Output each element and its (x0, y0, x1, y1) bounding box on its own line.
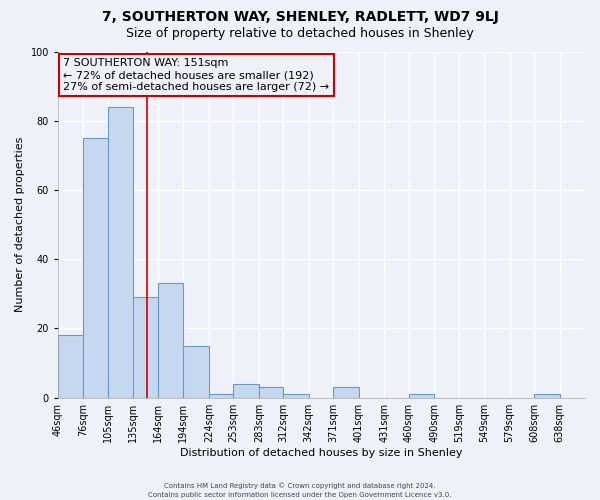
Bar (83, 138, 108, 398)
Bar (233, 384, 259, 398)
Text: 7, SOUTHERTON WAY, SHENLEY, RADLETT, WD7 9LJ: 7, SOUTHERTON WAY, SHENLEY, RADLETT, WD7… (101, 10, 499, 24)
Bar (158, 284, 184, 398)
Text: Contains HM Land Registry data © Crown copyright and database right 2024.: Contains HM Land Registry data © Crown c… (164, 482, 436, 489)
Y-axis label: Number of detached properties: Number of detached properties (15, 137, 25, 312)
Text: Contains public sector information licensed under the Open Government Licence v3: Contains public sector information licen… (148, 492, 452, 498)
Bar (58, 336, 83, 398)
Bar (259, 388, 283, 398)
Bar (334, 388, 359, 398)
Bar (108, 107, 133, 398)
Text: Size of property relative to detached houses in Shenley: Size of property relative to detached ho… (126, 28, 474, 40)
Text: 7 SOUTHERTON WAY: 151sqm
← 72% of detached houses are smaller (192)
27% of semi-: 7 SOUTHERTON WAY: 151sqm ← 72% of detach… (63, 58, 329, 92)
X-axis label: Distribution of detached houses by size in Shenley: Distribution of detached houses by size … (180, 448, 463, 458)
Bar (534, 394, 560, 398)
Bar (184, 346, 209, 398)
Bar (133, 298, 158, 398)
Bar (283, 394, 309, 398)
Bar (209, 394, 233, 398)
Bar (409, 394, 434, 398)
